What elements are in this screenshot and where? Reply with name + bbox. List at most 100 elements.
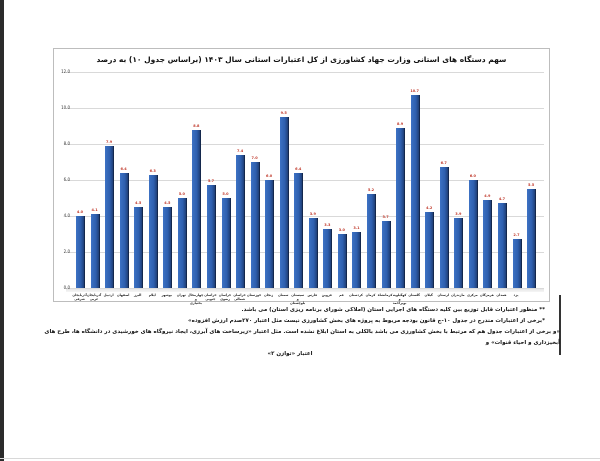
bar <box>367 194 375 288</box>
bar <box>308 217 317 288</box>
bar-value-label: 7.0 <box>251 156 258 160</box>
bar <box>425 212 434 288</box>
bar-value-label: 4.5 <box>135 201 142 205</box>
bar <box>221 198 230 288</box>
x-category-label: خراسان شمالی <box>233 293 246 301</box>
bar <box>76 216 84 288</box>
bar-value-label: 3.3 <box>324 222 331 227</box>
x-category-label: اردبیل <box>103 293 114 297</box>
bar-value-label: 5.0 <box>222 192 229 196</box>
bar-value-label: 10.7 <box>410 89 419 94</box>
x-category-label: آذربایجان شرقی <box>72 293 87 301</box>
x-category-label: خراسان رضوی <box>218 293 232 301</box>
plot-area: 0.0 2.0 4.0 6.0 8.0 10.0 12.0 4.0 آذربایجان شرقی… <box>54 49 551 305</box>
bar <box>105 145 114 288</box>
bar <box>90 214 99 288</box>
bar <box>279 117 288 288</box>
bar <box>468 180 477 288</box>
chart-container: سهم دستگاه های استانی وزارت جهاد کشاورزی… <box>53 48 551 305</box>
y-tick-label: 8.0 <box>63 141 70 146</box>
bar-value-label: 6.3 <box>149 168 156 173</box>
x-category-label: لرستان <box>437 293 450 297</box>
bar-value-label: 3.1 <box>353 226 360 231</box>
bar-value-label: 6.4 <box>295 166 302 171</box>
bar-value-label: 3.7 <box>382 215 389 220</box>
gridline <box>66 252 544 253</box>
bar <box>454 217 463 288</box>
x-category-label: گلستان <box>408 293 420 297</box>
x-category-label: گیلان <box>424 293 433 297</box>
bar <box>250 162 259 288</box>
bar <box>352 232 361 288</box>
bar <box>163 207 172 288</box>
bar <box>483 199 492 288</box>
plot-floor <box>66 289 544 292</box>
x-category-label: کردستان <box>349 293 363 297</box>
bar <box>236 154 245 288</box>
bar-value-label: 7.4 <box>236 148 244 153</box>
bar-value-label: 8.9 <box>396 121 404 126</box>
x-category-label: چهارمحال و بختیاری <box>187 293 204 305</box>
bar <box>396 127 405 288</box>
bar-value-label: 5.2 <box>367 188 375 193</box>
footnote-4: اعتبار «توازن ۲» <box>267 351 313 357</box>
bar-value-label: 5.5 <box>527 183 535 187</box>
x-category-label: قزوین <box>321 293 332 297</box>
bar-value-label: 8.8 <box>193 123 200 128</box>
bar-value-label: 7.9 <box>105 139 113 144</box>
bar <box>119 172 128 288</box>
gridline <box>66 288 544 289</box>
y-tick-label: 6.0 <box>63 177 70 182</box>
x-category-label: کهگیلویه و بویراحمد <box>392 293 407 305</box>
gridline <box>66 180 544 181</box>
x-category-label: اصفهان <box>116 293 130 297</box>
bar-value-label: 4.2 <box>426 206 433 211</box>
x-category-label: فارس <box>307 293 318 297</box>
x-category-label: قم <box>339 293 344 297</box>
gridline <box>66 108 544 109</box>
bar-value-label: 6.0 <box>469 174 476 178</box>
footnote-1: ** منظور اعتبارات قابل توزیع بین کلیه دس… <box>241 307 545 313</box>
bar-value-label: 6.4 <box>120 166 127 171</box>
x-category-label: زنجان <box>264 293 274 297</box>
y-tick-label: 10.0 <box>61 105 70 110</box>
x-category-label: مازندران <box>450 293 465 297</box>
x-category-label: بوشهر <box>161 293 172 297</box>
bar-value-label: 3.9 <box>309 211 316 216</box>
x-category-label: همدان <box>496 293 507 297</box>
bar-value-label: 3.9 <box>455 211 462 216</box>
bar <box>337 234 346 288</box>
x-category-label: کرمان <box>365 293 376 297</box>
x-category-label: خراسان جنوبی <box>204 293 217 301</box>
bar <box>265 180 274 288</box>
x-category-label: مرکزی <box>466 293 478 297</box>
bar <box>410 95 419 288</box>
notes-side-rule <box>559 295 561 355</box>
bar-value-label: 5.0 <box>178 192 185 196</box>
chart-title: سهم دستگاه های استانی وزارت جهاد کشاورزی… <box>96 55 507 64</box>
bar-value-label: 2.7 <box>513 233 520 238</box>
bar-value-label: 4.0 <box>76 210 84 214</box>
x-category-label: سمنان <box>277 293 289 297</box>
bar-value-label: 9.5 <box>280 111 287 115</box>
bar <box>512 239 521 288</box>
bar <box>134 207 143 288</box>
bar-value-label: 4.9 <box>484 193 491 198</box>
gridline <box>66 144 544 145</box>
y-tick-label: 2.0 <box>63 249 70 254</box>
footnotes: ** منظور اعتبارات قابل توزیع بین کلیه دس… <box>20 305 560 360</box>
bar-value-label: 3.0 <box>338 228 345 232</box>
bar <box>294 172 303 288</box>
x-category-label: کرمانشاه <box>377 293 393 297</box>
footnote-2: *برخی از اعتبارات مندرج در جدول ۱۰-ج قان… <box>188 318 545 324</box>
bar <box>148 174 157 288</box>
page-bottom-line <box>0 458 600 459</box>
x-category-label: سیستان و بلوچستان <box>289 293 306 305</box>
gridline <box>66 72 544 73</box>
x-category-label: آذربایجان غربی <box>86 293 102 301</box>
x-category-label: خوزستان <box>246 293 262 297</box>
bar <box>527 189 536 288</box>
bar-value-label: 6.0 <box>266 174 273 178</box>
bar-value-label: 4.1 <box>91 208 98 213</box>
x-category-label: ایلام <box>148 293 156 297</box>
